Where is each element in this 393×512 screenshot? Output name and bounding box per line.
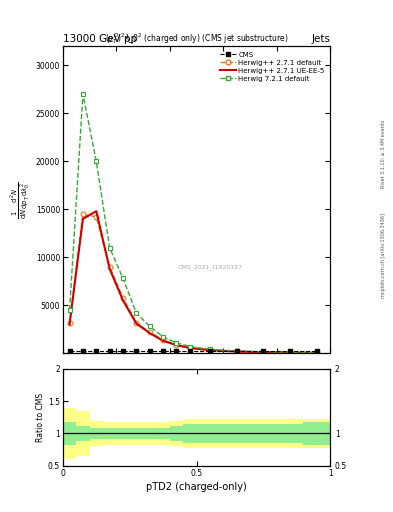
Title: $(p_T^D)^2\lambda\_0^2$ (charged only) (CMS jet substructure): $(p_T^D)^2\lambda\_0^2$ (charged only) (… [105,31,288,46]
Text: 13000 GeV pp: 13000 GeV pp [63,33,137,44]
Legend: CMS, Herwig++ 2.7.1 default, Herwig++ 2.7.1 UE-EE-5, Herwig 7.2.1 default: CMS, Herwig++ 2.7.1 default, Herwig++ 2.… [218,50,327,84]
Text: CMS_2021_I1920187: CMS_2021_I1920187 [177,264,242,270]
Y-axis label: Ratio to CMS: Ratio to CMS [36,393,45,442]
Text: Rivet 3.1.10, ≥ 3.4M events: Rivet 3.1.10, ≥ 3.4M events [381,119,386,188]
Y-axis label: $\frac{1}{\mathrm{d}N}\frac{\mathrm{d}^2N}{\mathrm{d}p_T\,\mathrm{d}\lambda_0^2}: $\frac{1}{\mathrm{d}N}\frac{\mathrm{d}^2… [10,181,33,219]
Text: Jets: Jets [311,33,330,44]
X-axis label: pTD2 (charged-only): pTD2 (charged-only) [146,482,247,492]
Text: mcplots.cern.ch [arXiv:1306.3436]: mcplots.cern.ch [arXiv:1306.3436] [381,214,386,298]
